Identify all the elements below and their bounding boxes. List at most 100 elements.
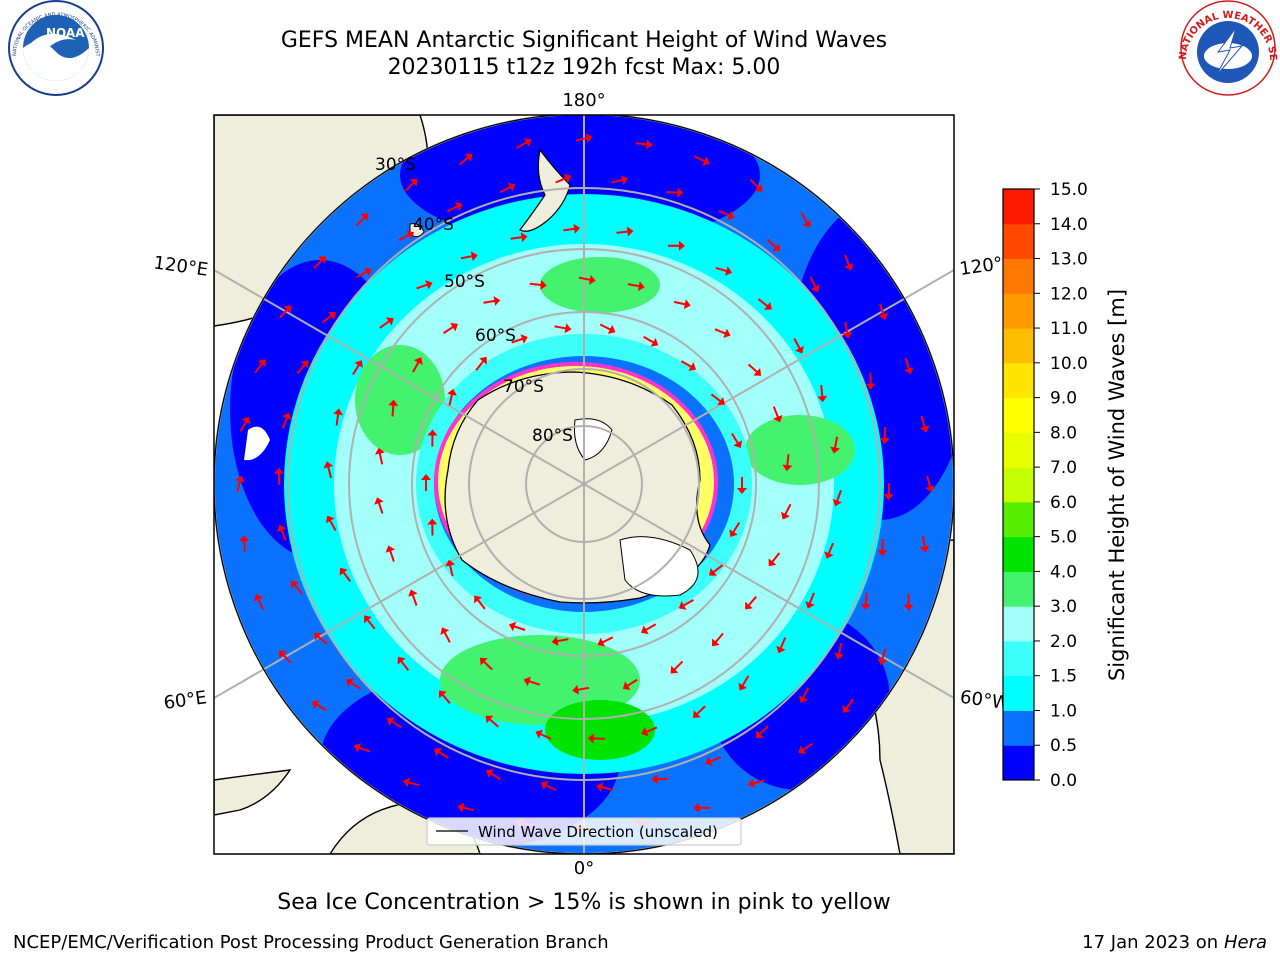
colorbar-tick-label: 13.0 xyxy=(1050,250,1088,270)
wind-arrow-head xyxy=(709,567,717,576)
wind-arrow-head xyxy=(798,745,807,754)
wind-arrow-head xyxy=(406,230,415,240)
wind-arrow-head xyxy=(364,615,372,624)
wind-arrow-head xyxy=(360,213,369,221)
colorbar-tick-label: 0.5 xyxy=(1050,736,1077,756)
wind-arrow-head xyxy=(325,515,335,524)
wind-arrow-head xyxy=(764,301,772,310)
wind-arrow-head xyxy=(919,425,930,433)
latitude-label-30s: 30°S xyxy=(375,155,416,175)
svg-text:NATIONAL WEATHER SERVICE: NATIONAL WEATHER SERVICE xyxy=(0,0,1278,61)
kerguelen-land xyxy=(244,426,270,461)
wind-arrow-head xyxy=(607,324,616,334)
wind-arrow-head xyxy=(670,665,679,674)
wind-arrow-head xyxy=(239,535,250,542)
wind-arrow-head xyxy=(733,440,742,448)
colorbar-segment xyxy=(1003,606,1034,642)
colorbar-tick-label: 9.0 xyxy=(1050,389,1077,409)
wind-arrow-head xyxy=(450,322,458,332)
noaa-logo-text: NOAA xyxy=(46,26,85,40)
wind-arrow-head xyxy=(795,345,804,354)
meridian-label-120w: 120° xyxy=(958,253,1004,280)
wind-arrow-head xyxy=(725,266,733,276)
africa-land xyxy=(214,769,292,816)
colorbar-label: Significant Height of Wind Waves [m] xyxy=(1105,289,1129,681)
wind-arrow-head xyxy=(279,650,287,659)
colorbar-segment xyxy=(1003,675,1034,711)
colorbar-tick-label: 8.0 xyxy=(1050,423,1077,443)
wind-arrow-head xyxy=(865,383,876,390)
wind-arrow-head xyxy=(241,416,251,425)
wind-arrow-head xyxy=(425,280,433,290)
wind-arrow-head xyxy=(540,780,549,790)
wind-arrow-head xyxy=(693,710,701,718)
wind-arrow-head xyxy=(535,729,543,739)
map-legend: Wind Wave Direction (unscaled) xyxy=(426,817,742,846)
credit-left: NCEP/EMC/Verification Post Processing Pr… xyxy=(13,932,609,953)
wind-arrow-head xyxy=(427,429,438,436)
wind-arrow-head xyxy=(637,281,645,292)
wind-arrow-head xyxy=(421,474,431,480)
wind-arrow-head xyxy=(688,362,697,371)
nws-logo: NATIONAL WEATHER SERVICE xyxy=(0,0,1278,96)
wind-arrow-head xyxy=(318,256,326,264)
wind-arrow-head xyxy=(705,756,713,766)
wind-arrow-head xyxy=(650,338,659,347)
wind-arrow-head xyxy=(622,681,631,690)
wind-arrow-head xyxy=(402,777,410,788)
wind-arrow-head xyxy=(274,467,284,474)
latitude-label-60s: 60°S xyxy=(475,326,516,346)
wind-arrow-head xyxy=(646,139,653,150)
wind-arrow-head xyxy=(474,595,482,604)
wind-arrow-head xyxy=(573,223,581,234)
colorbar-segment xyxy=(1003,362,1034,399)
wind-arrow-head xyxy=(313,632,322,641)
wind-arrow-head xyxy=(702,156,710,166)
wind-arrow-head xyxy=(842,331,853,339)
colorbar-segment xyxy=(1003,328,1034,364)
colorbar-tick-label: 0.0 xyxy=(1050,771,1077,791)
colorbar-segment xyxy=(1003,745,1034,781)
wind-arrow-head xyxy=(440,627,450,635)
colorbar-segment xyxy=(1003,293,1034,329)
wind-arrow-head xyxy=(300,360,309,369)
wind-arrow-head xyxy=(641,727,649,737)
wind-arrow-head xyxy=(745,601,753,610)
wind-arrow-head xyxy=(723,328,731,338)
wind-arrow-head xyxy=(258,359,266,368)
wind-arrow-head xyxy=(919,545,930,553)
wind-arrow-head xyxy=(830,446,840,454)
map-title-line2: 20230115 t12z 192h fcst Max: 5.00 xyxy=(387,55,781,80)
wind-arrow-head xyxy=(641,625,649,635)
colorbar-segment xyxy=(1003,223,1034,260)
wind-arrow-head xyxy=(479,356,487,365)
wind-arrow-head xyxy=(727,210,735,220)
wind-arrow-head xyxy=(551,636,559,646)
wind-arrow-head xyxy=(374,497,384,505)
wind-arrow-head xyxy=(457,802,465,813)
credit-right: 17 Jan 2023 on Hera xyxy=(1082,932,1267,953)
wind-arrow-head xyxy=(486,769,494,778)
wind-arrow-head xyxy=(388,399,399,406)
wind-arrow-head xyxy=(540,279,547,290)
colorbar-tick-label: 4.0 xyxy=(1050,562,1077,582)
nws-ring-text: NATIONAL WEATHER SERVICE xyxy=(0,0,1278,61)
wind-arrow-head xyxy=(311,700,320,709)
wind-arrow-head xyxy=(877,549,888,557)
wind-arrow-head xyxy=(877,657,888,665)
latitude-label-50s: 50°S xyxy=(444,272,485,292)
wind-arrow-head xyxy=(447,388,457,396)
wind-arrow-head xyxy=(434,747,442,757)
wind-arrow-head xyxy=(729,529,738,537)
wind-arrow-head xyxy=(523,138,532,147)
wind-arrow-head xyxy=(413,357,423,365)
wind-arrow-head xyxy=(626,226,634,237)
colorbar-tick-label: 1.5 xyxy=(1050,667,1077,687)
wind-arrow-head xyxy=(878,312,889,320)
colorbar-segment xyxy=(1003,189,1034,225)
wind-arrow-head xyxy=(493,296,501,306)
wind-arrow-head xyxy=(860,603,871,610)
colorbar-tick-label: 6.0 xyxy=(1050,493,1077,513)
colorbar-segment xyxy=(1003,571,1034,607)
